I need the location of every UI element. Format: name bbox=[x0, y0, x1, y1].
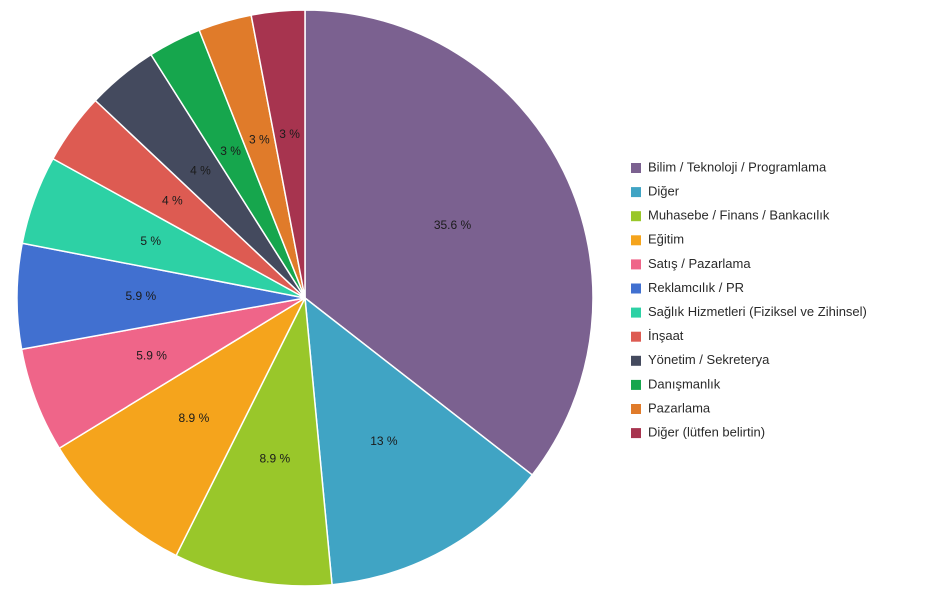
pie-slice[interactable] bbox=[304, 297, 533, 586]
legend-item[interactable]: Bilim / Teknoloji / Programlama bbox=[631, 159, 827, 174]
legend-label: İnşaat bbox=[648, 328, 684, 343]
pie-slice[interactable] bbox=[250, 9, 306, 299]
pie-slice[interactable] bbox=[58, 297, 306, 557]
legend-swatch bbox=[631, 404, 641, 414]
legend-label: Pazarlama bbox=[648, 400, 711, 415]
legend-item[interactable]: Pazarlama bbox=[631, 400, 711, 415]
legend-label: Eğitim bbox=[648, 232, 684, 247]
legend: Bilim / Teknoloji / Programlama Diğer Muha… bbox=[631, 159, 867, 440]
legend-item[interactable]: Sağlık Hizmetleri (Fiziksel ve Zihinsel) bbox=[631, 304, 867, 319]
pie-data-label: 5 % bbox=[140, 234, 161, 248]
legend-swatch bbox=[631, 331, 641, 342]
pie-data-label: 3 % bbox=[249, 132, 270, 146]
legend-label: Danışmanlık bbox=[648, 376, 721, 391]
pie-data-labels: 35.6 % 13 % 8.9 % 8.9 % 5.9 % 5.9 % 5 % 4 % 4 % 3… bbox=[125, 127, 471, 466]
legend-swatch bbox=[631, 235, 641, 246]
legend-swatch bbox=[631, 355, 641, 366]
legend-item[interactable]: İnşaat bbox=[631, 328, 684, 343]
legend-label: Satış / Pazarlama bbox=[648, 256, 751, 271]
legend-item[interactable]: Diğer (lütfen belirtin) bbox=[631, 425, 765, 440]
pie-data-label: 4 % bbox=[162, 193, 183, 207]
legend-swatch bbox=[631, 307, 641, 318]
legend-item[interactable]: Diğer bbox=[631, 184, 680, 199]
legend-item[interactable]: Eğitim bbox=[631, 232, 684, 247]
legend-swatch bbox=[631, 283, 641, 294]
pie-data-label: 5.9 % bbox=[125, 289, 156, 303]
legend-swatch bbox=[631, 211, 641, 222]
pie-slice[interactable] bbox=[175, 297, 333, 587]
legend-item[interactable]: Danışmanlık bbox=[631, 376, 721, 391]
pie-data-label: 35.6 % bbox=[434, 218, 472, 232]
legend-swatch bbox=[631, 259, 641, 270]
legend-swatch bbox=[631, 379, 641, 390]
legend-item[interactable]: Satış / Pazarlama bbox=[631, 256, 751, 271]
legend-swatch bbox=[631, 187, 641, 198]
pie-data-label: 8.9 % bbox=[179, 411, 210, 425]
pie-data-label: 8.9 % bbox=[259, 452, 290, 466]
pie-slices bbox=[16, 9, 594, 587]
pie-data-label: 3 % bbox=[220, 144, 241, 158]
pie-data-label: 5.9 % bbox=[136, 349, 167, 363]
legend-item[interactable]: Yönetim / Sekreterya bbox=[631, 352, 770, 367]
pie-data-label: 3 % bbox=[279, 127, 300, 141]
legend-label: Reklamcılık / PR bbox=[648, 280, 744, 295]
pie-data-label: 4 % bbox=[190, 164, 211, 178]
legend-label: Bilim / Teknoloji / Programlama bbox=[648, 159, 827, 174]
legend-label: Yönetim / Sekreterya bbox=[648, 352, 770, 367]
legend-label: Muhasebe / Finans / Bankacılık bbox=[648, 208, 830, 223]
legend-label: Diğer bbox=[648, 184, 680, 199]
legend-swatch bbox=[631, 163, 641, 173]
legend-item[interactable]: Reklamcılık / PR bbox=[631, 280, 744, 295]
legend-item[interactable]: Muhasebe / Finans / Bankacılık bbox=[631, 208, 830, 223]
legend-label: Sağlık Hizmetleri (Fiziksel ve Zihinsel) bbox=[648, 304, 867, 319]
legend-swatch bbox=[631, 428, 641, 439]
pie-data-label: 13 % bbox=[370, 434, 398, 448]
legend-label: Diğer (lütfen belirtin) bbox=[648, 425, 765, 440]
pie-slice[interactable] bbox=[304, 9, 594, 476]
